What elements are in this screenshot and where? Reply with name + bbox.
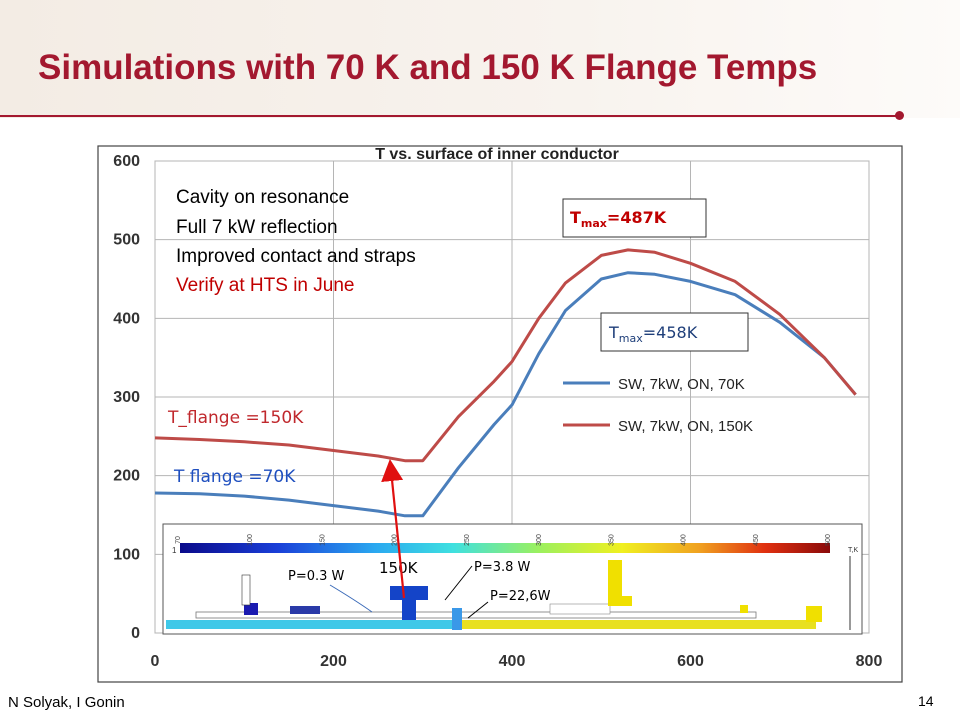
simulation-inset: 70 100 150 200 250 300 350 400 450 500 1 T,K 150K…	[162, 523, 863, 635]
x-tick-label: 800	[856, 653, 883, 670]
colorbar-tick-label: 100	[247, 534, 254, 546]
note-line-3: Improved contact and straps	[176, 246, 416, 267]
tmax-70k-sub: max	[619, 332, 643, 345]
tmax-70k-label: T	[608, 323, 619, 342]
colorbar-tick-label: 400	[681, 534, 688, 546]
title-divider-dot	[895, 111, 904, 120]
header-background	[0, 0, 960, 118]
colorbar-tick-label: 250	[464, 534, 471, 546]
tmax-70k-box: Tmax=458K	[600, 312, 749, 352]
tmax-150k-box: Tmax=487K	[562, 198, 707, 238]
title-divider	[0, 115, 898, 117]
y-tick-labels: 0 100 200 300 400 500 600	[113, 153, 140, 642]
note-line-2: Full 7 kW reflection	[176, 217, 338, 238]
colorbar-tick-label: 70	[175, 536, 182, 544]
series-line-150k	[154, 248, 857, 463]
y-tick-label: 400	[113, 310, 140, 327]
inset-label-p3: P=22,6W	[490, 589, 551, 604]
colorbar-tick-label: 450	[753, 534, 760, 546]
y-tick-label: 100	[113, 546, 140, 563]
inset-label-p2: P=3.8 W	[474, 560, 531, 575]
colorbar-tick-label: 150	[319, 534, 326, 546]
svg-text:Tmax=487K: Tmax=487K	[570, 208, 667, 230]
tmax-150k-value: =487K	[607, 208, 667, 227]
x-tick-label: 600	[677, 653, 704, 670]
series-lines	[154, 248, 857, 518]
colorbar-end-right: T,K	[848, 547, 858, 554]
slide-number: 14	[918, 693, 934, 709]
x-tick-labels: 0 200 400 600 800	[151, 653, 883, 670]
y-tick-label: 600	[113, 153, 140, 170]
colorbar-end-left: 1	[172, 546, 177, 555]
colorbar-tick-label: 500	[825, 534, 832, 546]
legend-label-150k: SW, 7kW, ON, 150K	[618, 418, 753, 435]
arrow-to-150k-curve	[381, 459, 406, 599]
tmax-70k-value: =458K	[643, 323, 698, 342]
x-tick-label: 400	[499, 653, 526, 670]
footer-author: N Solyak, I Gonin	[8, 694, 125, 711]
slide-title: Simulations with 70 K and 150 K Flange T…	[38, 48, 818, 87]
pointer-p3	[467, 601, 489, 619]
colorbar	[180, 543, 830, 553]
inset-label-150k: 150K	[379, 559, 419, 577]
tmax-150k-label: T	[570, 208, 581, 227]
note-line-1: Cavity on resonance	[176, 187, 349, 208]
x-tick-label: 200	[320, 653, 347, 670]
tflange-70k-label: T flange =70K	[173, 467, 296, 487]
colorbar-tick-labels: 70 100 150 200 250 300 350 400 450 500	[175, 534, 832, 546]
colorbar-tick-label: 200	[392, 534, 399, 546]
notes-block: Cavity on resonance Full 7 kW reflection…	[176, 187, 416, 296]
y-tick-label: 0	[131, 625, 140, 642]
y-tick-label: 500	[113, 232, 140, 249]
y-tick-label: 200	[113, 468, 140, 485]
colorbar-tick-label: 300	[536, 534, 543, 546]
series-line-70k	[154, 271, 857, 518]
svg-text:Tmax=458K: Tmax=458K	[608, 323, 698, 345]
y-tick-label: 300	[113, 389, 140, 406]
colorbar-tick-label: 350	[608, 534, 615, 546]
tflange-150k-label: T_flange =150K	[167, 408, 304, 428]
chart-title: T vs. surface of inner conductor	[375, 146, 619, 163]
legend-label-70k: SW, 7kW, ON, 70K	[618, 376, 745, 393]
note-line-4: Verify at HTS in June	[176, 275, 354, 296]
inset-label-p1: P=0.3 W	[288, 569, 345, 584]
legend: SW, 7kW, ON, 70K SW, 7kW, ON, 150K	[563, 376, 753, 435]
x-tick-label: 0	[151, 653, 160, 670]
pointer-p2	[444, 565, 473, 601]
pointer-p1	[329, 584, 373, 613]
tmax-150k-sub: max	[581, 217, 607, 230]
